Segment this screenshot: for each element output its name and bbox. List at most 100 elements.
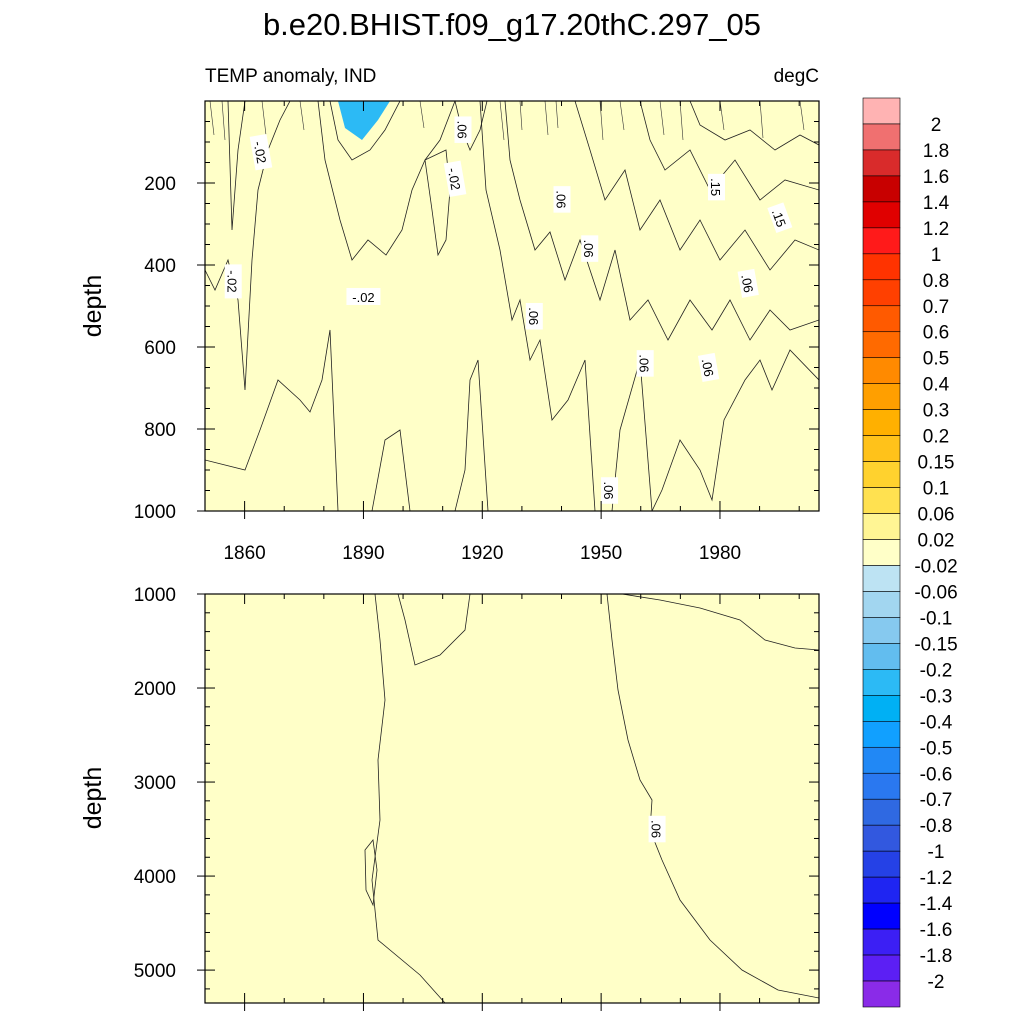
colorbar-swatch <box>862 513 901 540</box>
contour-label-text: .06 <box>454 121 469 139</box>
y-tick-label: 4000 <box>134 867 176 888</box>
upper-ticks: 200 400 600 800 1000 <box>134 100 819 523</box>
colorbar-swatch <box>862 435 901 462</box>
contour-label-text: .15 <box>708 178 723 196</box>
colorbar-swatch <box>862 149 901 177</box>
lower-contour-labels: .06 <box>648 815 666 843</box>
contour-label: .15 <box>767 202 793 234</box>
x-tick-labels: 1860 1890 1920 1950 1980 <box>223 543 741 564</box>
colorbar-level-label: 1.4 <box>923 193 950 214</box>
colorbar-level-label: 1.6 <box>923 167 949 188</box>
colorbar-swatch <box>862 746 901 774</box>
contour-label-text: .15 <box>769 207 789 229</box>
colorbar-level-label: -0.02 <box>914 556 957 577</box>
x-tick-label: 1980 <box>699 543 741 564</box>
y-tick-label: 400 <box>144 256 176 277</box>
contour-label-text: -.02 <box>352 290 374 305</box>
colorbar-swatch <box>862 305 901 333</box>
colorbar: 2 1.8 1.6 1.4 1.2 1 0.8 0.7 0.6 0.5 0.4 0.3 0.2 0.15 0… <box>862 97 958 1008</box>
upper-contour-labels: -.02 .06 -.02 .06 .15 .15 .06 -.02 -.02 .06 .06 .06… <box>224 116 793 504</box>
colorbar-level-label: 2 <box>931 115 942 136</box>
colorbar-level-label: 0.6 <box>923 323 949 344</box>
chart-title: b.e20.BHIST.f09_g17.20thC.297_05 <box>263 7 761 42</box>
colorbar-level-label: -0.2 <box>920 660 953 681</box>
lower-panel-frame <box>204 593 820 1004</box>
colorbar-level-label: -0.6 <box>920 764 953 785</box>
y-tick-label: 200 <box>144 174 176 195</box>
contour-label: .06 <box>553 186 571 213</box>
colorbar-level-label: 0.2 <box>923 427 949 448</box>
upper-field-neg5 <box>338 101 390 140</box>
colorbar-level-label: 1.2 <box>923 219 949 240</box>
lower-field-0p02 <box>371 594 819 1003</box>
colorbar-swatch <box>862 123 901 151</box>
contour-label-box <box>648 815 666 843</box>
contour-label: -.02 <box>249 133 273 171</box>
colorbar-swatch <box>862 565 901 592</box>
colorbar-swatch <box>862 227 901 255</box>
contour-label-text: .06 <box>554 190 569 208</box>
upper-field-neg6 <box>424 149 451 257</box>
y-tick-label: 2000 <box>134 679 176 700</box>
contour-label: .06 <box>697 352 720 382</box>
colorbar-swatch <box>862 201 901 229</box>
upper-field-0p2 <box>639 101 819 201</box>
upper-field-0p1 <box>504 101 819 341</box>
contour-label: .06 <box>601 477 619 504</box>
contour-label-box <box>636 350 654 377</box>
colorbar-swatch <box>862 798 901 826</box>
y-tick-label: 5000 <box>134 961 176 982</box>
colorbar-level-label: -1.8 <box>920 946 953 967</box>
upper-field-0p02 <box>205 101 819 511</box>
colorbar-swatch <box>862 97 901 125</box>
colorbar-swatch <box>862 928 901 956</box>
colorbar-swatch <box>862 721 901 748</box>
contour-label: .06 <box>454 116 472 143</box>
upper-field-neg4 <box>329 101 401 161</box>
colorbar-swatch <box>862 695 901 722</box>
colorbar-swatch <box>862 175 901 203</box>
colorbar-swatch <box>862 539 901 566</box>
y-tick-label: 1000 <box>134 585 176 606</box>
colorbar-level-label: -0.7 <box>920 790 953 811</box>
colorbar-swatch <box>862 850 901 878</box>
contour-label: -.02 <box>346 287 381 305</box>
contour-label: .15 <box>708 173 726 201</box>
contour-label-text: .06 <box>699 357 717 377</box>
lower-field-0p02-spot <box>364 839 378 907</box>
colorbar-level-label: -0.1 <box>920 608 953 629</box>
colorbar-level-label: -0.4 <box>920 712 953 733</box>
contour-label-box <box>525 303 543 330</box>
colorbar-swatch <box>862 980 901 1008</box>
lower-field-base <box>205 594 819 1003</box>
contour-label-box <box>249 133 273 171</box>
colorbar-swatch <box>862 643 901 670</box>
upper-panel: -.02 .06 -.02 .06 .15 .15 .06 -.02 -.02 .06 .06 .06… <box>205 101 819 511</box>
colorbar-swatch <box>862 279 901 307</box>
contour-label: -.02 <box>443 160 467 198</box>
upper-field-base <box>205 101 819 511</box>
colorbar-swatch <box>862 954 901 982</box>
upper-field-0p3 <box>689 101 819 151</box>
colorbar-level-label: -0.15 <box>914 634 957 655</box>
colorbar-swatch <box>862 331 901 359</box>
colorbar-level-label: -2 <box>928 972 945 993</box>
colorbar-swatch <box>862 461 901 488</box>
upper-field-neg3 <box>227 101 246 231</box>
contour-label: .06 <box>648 815 666 843</box>
colorbar-swatch <box>862 902 901 930</box>
colorbar-level-label: -0.06 <box>914 582 957 603</box>
colorbar-level-label: 0.02 <box>918 531 955 552</box>
lower-ylabel: depth <box>79 767 107 830</box>
colorbar-swatch <box>862 409 901 436</box>
contour-label-box <box>601 477 619 504</box>
y-tick-label: 800 <box>144 420 176 441</box>
colorbar-level-label: -1.4 <box>920 894 953 915</box>
x-tick-label: 1920 <box>461 543 503 564</box>
contour-label-text: .06 <box>581 240 596 258</box>
colorbar-level-label: 0.8 <box>923 271 949 292</box>
x-tick-label: 1890 <box>342 543 384 564</box>
colorbar-level-label: 0.15 <box>918 453 955 474</box>
lower-ticks: 1000 2000 3000 4000 5000 <box>134 585 819 1011</box>
upper-field-neg1 <box>205 101 291 391</box>
